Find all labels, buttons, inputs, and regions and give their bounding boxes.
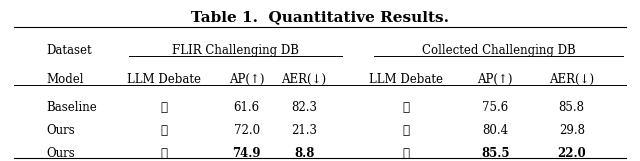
- Text: 21.3: 21.3: [291, 124, 317, 137]
- Text: ✗: ✗: [403, 101, 410, 114]
- Text: 29.8: 29.8: [559, 124, 585, 137]
- Text: 72.0: 72.0: [234, 124, 260, 137]
- Text: ✗: ✗: [161, 124, 168, 137]
- Text: Table 1.  Quantitative Results.: Table 1. Quantitative Results.: [191, 10, 449, 24]
- Text: ✗: ✗: [161, 101, 168, 114]
- Text: Dataset: Dataset: [46, 44, 92, 57]
- Text: AER(↓): AER(↓): [549, 73, 595, 86]
- Text: AP(↑): AP(↑): [229, 73, 264, 86]
- Text: 22.0: 22.0: [557, 147, 586, 160]
- Text: FLIR Challenging DB: FLIR Challenging DB: [172, 44, 299, 57]
- Text: 85.5: 85.5: [481, 147, 509, 160]
- Text: 61.6: 61.6: [234, 101, 260, 114]
- Text: ✓: ✓: [403, 147, 410, 160]
- Text: Model: Model: [46, 73, 83, 86]
- Text: 75.6: 75.6: [482, 101, 508, 114]
- Text: 82.3: 82.3: [291, 101, 317, 114]
- Text: Baseline: Baseline: [46, 101, 97, 114]
- Text: 74.9: 74.9: [232, 147, 261, 160]
- Text: Collected Challenging DB: Collected Challenging DB: [422, 44, 575, 57]
- Text: LLM Debate: LLM Debate: [369, 73, 443, 86]
- Text: ✗: ✗: [403, 124, 410, 137]
- Text: AER(↓): AER(↓): [282, 73, 326, 86]
- Text: Ours: Ours: [46, 147, 75, 160]
- Text: LLM Debate: LLM Debate: [127, 73, 201, 86]
- Text: 80.4: 80.4: [482, 124, 508, 137]
- Text: Ours: Ours: [46, 124, 75, 137]
- Text: 8.8: 8.8: [294, 147, 314, 160]
- Text: AP(↑): AP(↑): [477, 73, 513, 86]
- Text: 85.8: 85.8: [559, 101, 585, 114]
- Text: ✓: ✓: [161, 147, 168, 160]
